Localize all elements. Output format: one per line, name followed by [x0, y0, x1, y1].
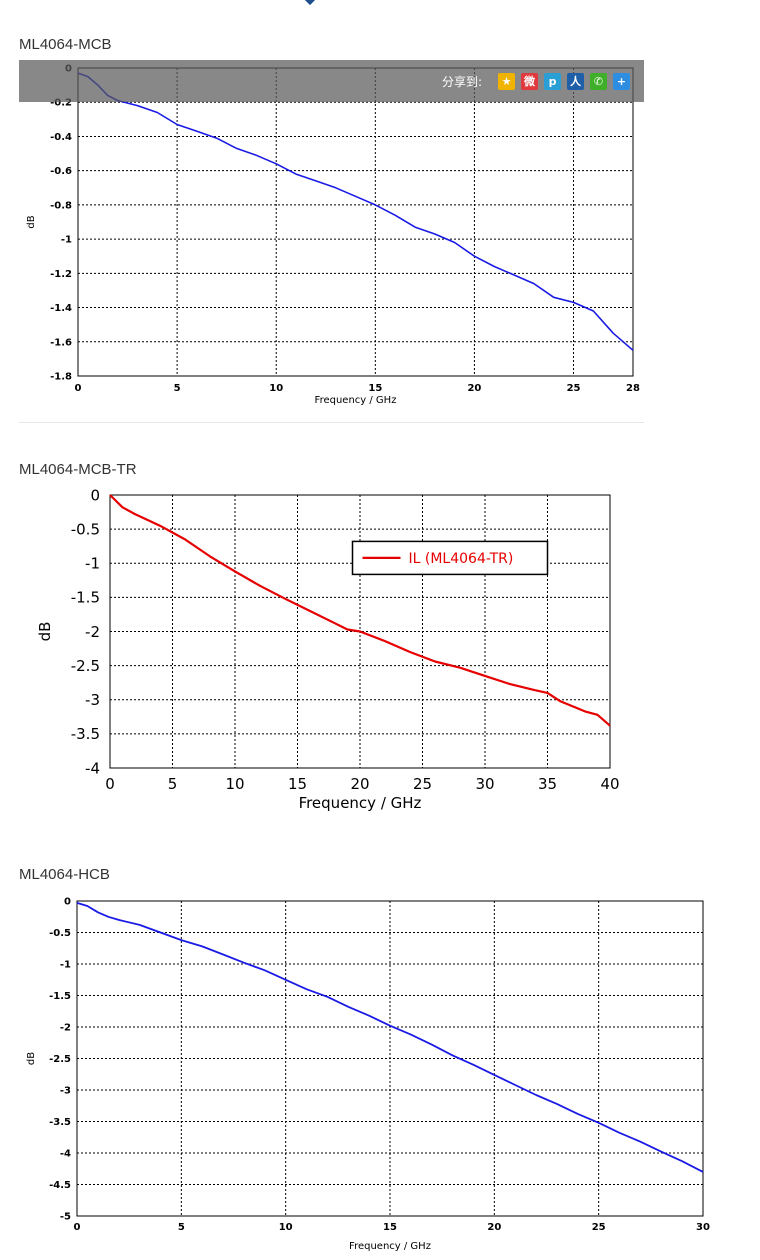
wechat-icon[interactable]: ✆ [590, 72, 607, 90]
weibo-icon[interactable]: 微 [521, 72, 538, 90]
x-axis-label: Frequency / GHz [315, 395, 397, 406]
y-tick-label: 0 [90, 486, 100, 504]
chart-hcb: 0 5 10 15 20 25 30 0 -0.5 -1 -1.5 -2 -2.5 -3 -3.5 -4 -4.… [26, 897, 710, 1253]
x-tick-label: 40 [600, 775, 619, 793]
more-share-icon[interactable]: + [613, 72, 630, 90]
y-tick-label: -1 [85, 555, 100, 573]
x-axis-label: Frequency / GHz [349, 1241, 431, 1252]
y-tick-label: -3.5 [49, 1117, 71, 1128]
legend-label: IL (ML4064-TR) [409, 551, 514, 567]
x-tick-label: 25 [413, 775, 432, 793]
x-tick-label: 30 [696, 1222, 710, 1233]
y-tick-label: -5 [60, 1212, 71, 1223]
tencent-weibo-icon[interactable]: p [544, 72, 561, 90]
x-tick-label: 15 [383, 1222, 397, 1233]
x-tick-label: 25 [567, 383, 581, 394]
series-line [76, 902, 704, 1173]
section-title-hcb: ML4064-HCB [19, 866, 110, 883]
chart-hcb-container: 0 5 10 15 20 25 30 0 -0.5 -1 -1.5 -2 -2.5 -3 -3.5 -4 -4.… [0, 888, 760, 1255]
y-tick-label: -0.6 [50, 166, 72, 177]
x-tick-label: 0 [74, 1222, 81, 1233]
y-tick-label: -1.2 [50, 269, 72, 280]
share-label: 分享到: [441, 74, 482, 89]
chart-mcb: 0510152025280-0.2-0.4-0.6-0.8-1-1.2-1.4-… [26, 64, 640, 407]
section-title-mcb: ML4064-MCB [19, 36, 112, 53]
plot-area [77, 67, 634, 377]
section-title-mcb-tr: ML4064-MCB-TR [19, 461, 137, 478]
y-tick-label: -0.5 [71, 520, 100, 538]
renren-icon[interactable]: 人 [567, 72, 584, 90]
x-tick-label: 5 [168, 775, 178, 793]
y-tick-label: -1.5 [49, 991, 71, 1002]
y-tick-label: 0 [64, 897, 71, 908]
y-tick-label: -0.5 [49, 928, 71, 939]
chart-mcb-tr-container: 0 5 10 15 20 25 30 35 40 0 -0.5 -1 -1.5 -2 -2.5 -3 -3.5 -… [0, 483, 760, 833]
x-tick-label: 20 [350, 775, 369, 793]
y-tick-label: -3 [85, 691, 100, 709]
y-tick-label: -3.5 [71, 725, 100, 743]
x-tick-label: 10 [269, 383, 283, 394]
y-tick-label: -1.8 [50, 372, 72, 383]
x-tick-label: 25 [592, 1222, 606, 1233]
x-axis-label: Frequency / GHz [299, 794, 422, 812]
y-axis-label: dB [36, 622, 54, 642]
y-tick-label: -4 [60, 1149, 71, 1160]
y-tick-label: -1 [61, 235, 72, 246]
chart-divider [19, 422, 644, 423]
top-marker-decoration [302, 0, 318, 6]
x-tick-label: 5 [178, 1222, 185, 1233]
y-tick-label: -3 [60, 1086, 71, 1097]
y-axis-label: dB [26, 1052, 37, 1065]
y-tick-label: -2 [60, 1023, 71, 1034]
y-tick-label: -2 [85, 623, 100, 641]
y-axis-label: dB [26, 215, 37, 228]
x-tick-label: 30 [475, 775, 494, 793]
y-tick-label: -0.4 [50, 132, 72, 143]
x-tick-label: 15 [288, 775, 307, 793]
qzone-icon[interactable]: ★ [498, 72, 515, 90]
y-tick-label: -2.5 [71, 657, 100, 675]
x-tick-label: 20 [487, 1222, 501, 1233]
x-tick-label: 0 [105, 775, 115, 793]
x-tick-label: 10 [279, 1222, 293, 1233]
chart-mcb-container: 0510152025280-0.2-0.4-0.6-0.8-1-1.2-1.4-… [0, 58, 760, 424]
y-tick-label: -1.4 [50, 303, 72, 314]
x-tick-label: 0 [75, 383, 82, 394]
series-line [77, 72, 634, 351]
x-tick-label: 5 [174, 383, 181, 394]
x-tick-label: 15 [368, 383, 382, 394]
y-tick-label: -0.2 [50, 98, 72, 109]
y-tick-label: -0.8 [50, 200, 72, 211]
x-tick-label: 28 [626, 383, 640, 394]
y-tick-label: -1.5 [71, 589, 100, 607]
y-tick-label: -1.6 [50, 337, 72, 348]
y-tick-label: -1 [60, 960, 71, 971]
x-tick-label: 10 [225, 775, 244, 793]
y-tick-label: -4 [85, 759, 100, 777]
share-bar: 分享到: ★ 微 p 人 ✆ + [19, 60, 644, 102]
y-tick-label: -4.5 [49, 1180, 71, 1191]
y-tick-label: -2.5 [49, 1054, 71, 1065]
x-tick-label: 35 [538, 775, 557, 793]
x-tick-label: 20 [467, 383, 481, 394]
series-line [109, 494, 611, 727]
chart-mcb-tr: 0 5 10 15 20 25 30 35 40 0 -0.5 -1 -1.5 -2 -2.5 -3 -3.5 -… [36, 486, 620, 812]
